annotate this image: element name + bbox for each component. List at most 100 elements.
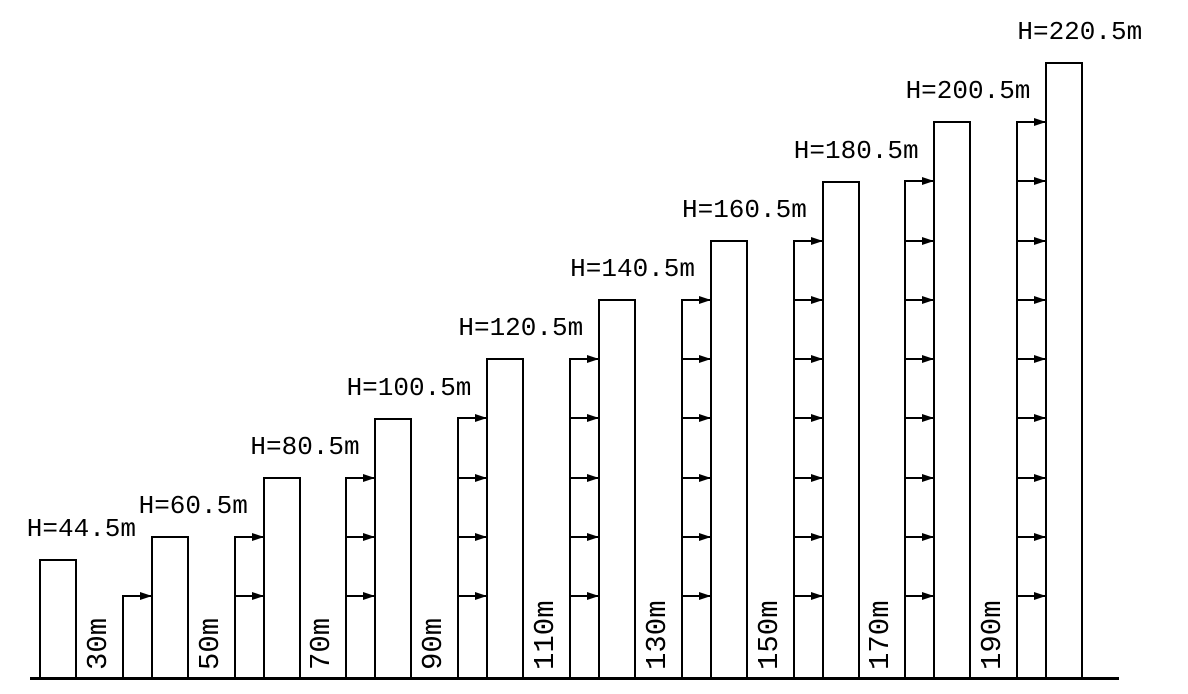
wind-arrow-head-icon (1034, 236, 1047, 245)
wind-arrow-head-icon (810, 592, 823, 600)
building-rect (709, 239, 748, 679)
wind-arrow-head-icon (922, 532, 935, 541)
wind-arrow-head-icon (922, 177, 935, 186)
wind-arrow (904, 476, 934, 479)
wind-arrow-head-icon (810, 295, 823, 304)
wind-arrow (792, 535, 822, 538)
wind-arrow (345, 535, 375, 538)
building-height-label: H=200.5m (905, 76, 1031, 107)
building-rect (821, 180, 860, 679)
building-rect (486, 358, 525, 679)
wind-arrow-head-icon (251, 532, 264, 541)
wind-arrow-head-icon (1034, 295, 1047, 304)
building-height-label: H=120.5m (458, 313, 584, 344)
wind-arrow (121, 595, 151, 597)
wind-arrow (792, 358, 822, 360)
wind-arrow (569, 535, 598, 538)
wind-arrow (680, 358, 710, 360)
wind-arrow-head-icon (922, 414, 935, 423)
load-height-label: 190m (976, 600, 1010, 670)
load-column (345, 476, 375, 678)
wind-arrow-head-icon (810, 532, 823, 541)
wind-arrow (569, 595, 598, 597)
wind-arrow (457, 595, 487, 597)
wind-arrow (1016, 121, 1046, 123)
building-rect (262, 476, 301, 679)
load-height-label: 50m (193, 617, 227, 670)
building-rect (1045, 62, 1084, 679)
wind-arrow (233, 535, 263, 538)
wind-arrow (680, 476, 710, 479)
wind-arrow (1016, 476, 1046, 479)
wind-arrow (457, 476, 487, 479)
wind-arrow-head-icon (810, 473, 823, 482)
building-height-label: H=160.5m (681, 194, 807, 225)
wind-arrow (904, 535, 934, 538)
wind-arrow-head-icon (363, 473, 376, 482)
wind-arrow (1016, 358, 1046, 360)
wind-arrow-head-icon (1034, 473, 1047, 482)
wind-arrow (680, 298, 710, 301)
wind-arrow (569, 417, 598, 420)
building-rect (933, 121, 972, 679)
wind-arrow-head-icon (475, 414, 488, 423)
wind-arrow-head-icon (1034, 177, 1047, 186)
wind-arrow (680, 417, 710, 420)
wind-arrow (904, 239, 934, 242)
building-height-label: H=220.5m (1017, 17, 1143, 47)
wind-arrow (792, 595, 822, 597)
building-height-label: H=140.5m (570, 254, 695, 284)
building-rect (374, 417, 413, 679)
wind-arrow (904, 595, 934, 597)
wind-arrow-head-icon (698, 592, 711, 600)
wind-arrow (904, 417, 934, 420)
load-height-label: 30m (81, 617, 115, 670)
load-height-label: 150m (752, 600, 786, 670)
wind-arrow-head-icon (251, 592, 264, 600)
wind-arrow-head-icon (698, 532, 711, 541)
building-rect (39, 559, 77, 679)
building-rect (598, 299, 636, 679)
wind-arrow-head-icon (363, 532, 376, 541)
wind-arrow (904, 298, 934, 301)
wind-arrow-head-icon (1034, 532, 1047, 541)
wind-arrow (680, 535, 710, 538)
wind-arrow (345, 476, 375, 479)
wind-arrow-head-icon (475, 592, 488, 600)
wind-arrow (569, 358, 598, 360)
building-rect (150, 536, 189, 679)
wind-arrow-head-icon (698, 355, 711, 363)
wind-arrow-head-icon (810, 236, 823, 245)
wind-arrow (1016, 417, 1046, 420)
wind-arrow-head-icon (1034, 414, 1047, 423)
wind-arrow-head-icon (1034, 355, 1047, 363)
wind-arrow-head-icon (1034, 592, 1047, 600)
building-height-label: H=180.5m (793, 135, 919, 166)
wind-arrow (1016, 298, 1046, 301)
load-height-label: 70m (305, 617, 339, 670)
wind-arrow-head-icon (922, 355, 935, 363)
wind-arrow-head-icon (363, 592, 376, 600)
wind-arrow-head-icon (587, 592, 599, 600)
load-height-label: 130m (640, 600, 674, 670)
building-height-label: H=60.5m (138, 491, 248, 521)
load-column (233, 535, 263, 678)
wind-arrow-head-icon (587, 355, 599, 363)
wind-arrow (792, 239, 822, 242)
wind-arrow-head-icon (810, 355, 823, 363)
wind-arrow-head-icon (698, 295, 711, 304)
wind-arrow-head-icon (922, 592, 935, 600)
wind-arrow-head-icon (1034, 118, 1047, 126)
wind-arrow-head-icon (698, 473, 711, 482)
wind-arrow (345, 595, 375, 597)
load-height-label: 90m (417, 617, 451, 670)
building-height-label: H=80.5m (250, 431, 360, 462)
wind-arrow (457, 535, 487, 538)
load-column (904, 180, 934, 678)
load-height-label: 110m (529, 600, 562, 670)
ground-line (30, 677, 1119, 680)
wind-arrow-head-icon (475, 532, 488, 541)
wind-arrow (792, 298, 822, 301)
wind-arrow (1016, 535, 1046, 538)
